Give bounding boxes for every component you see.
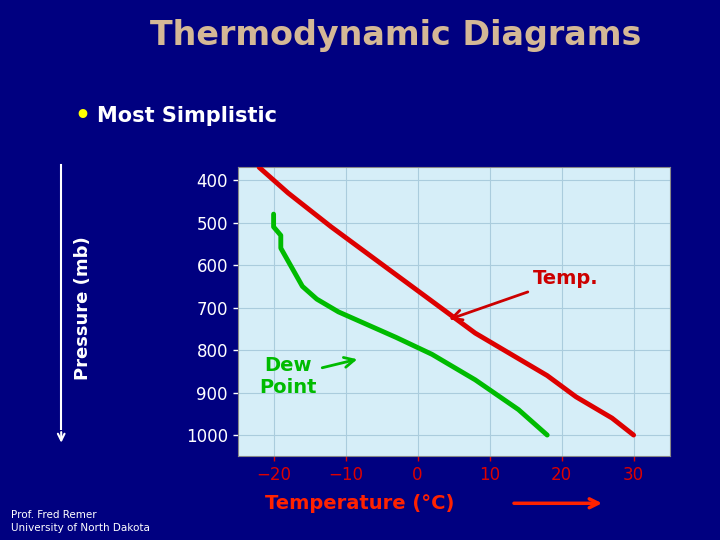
Text: Temperature (°C): Temperature (°C) bbox=[265, 494, 455, 513]
Text: Most Simplistic: Most Simplistic bbox=[97, 106, 277, 126]
Text: Thermodynamic Diagrams: Thermodynamic Diagrams bbox=[150, 19, 642, 52]
Text: Pressure (mb): Pressure (mb) bbox=[73, 236, 92, 380]
Text: Dew
Point: Dew Point bbox=[259, 355, 354, 396]
Text: University of North Dakota: University of North Dakota bbox=[11, 523, 150, 533]
Text: Temp.: Temp. bbox=[452, 269, 598, 320]
Text: •: • bbox=[75, 104, 91, 128]
Text: Prof. Fred Remer: Prof. Fred Remer bbox=[11, 510, 96, 521]
